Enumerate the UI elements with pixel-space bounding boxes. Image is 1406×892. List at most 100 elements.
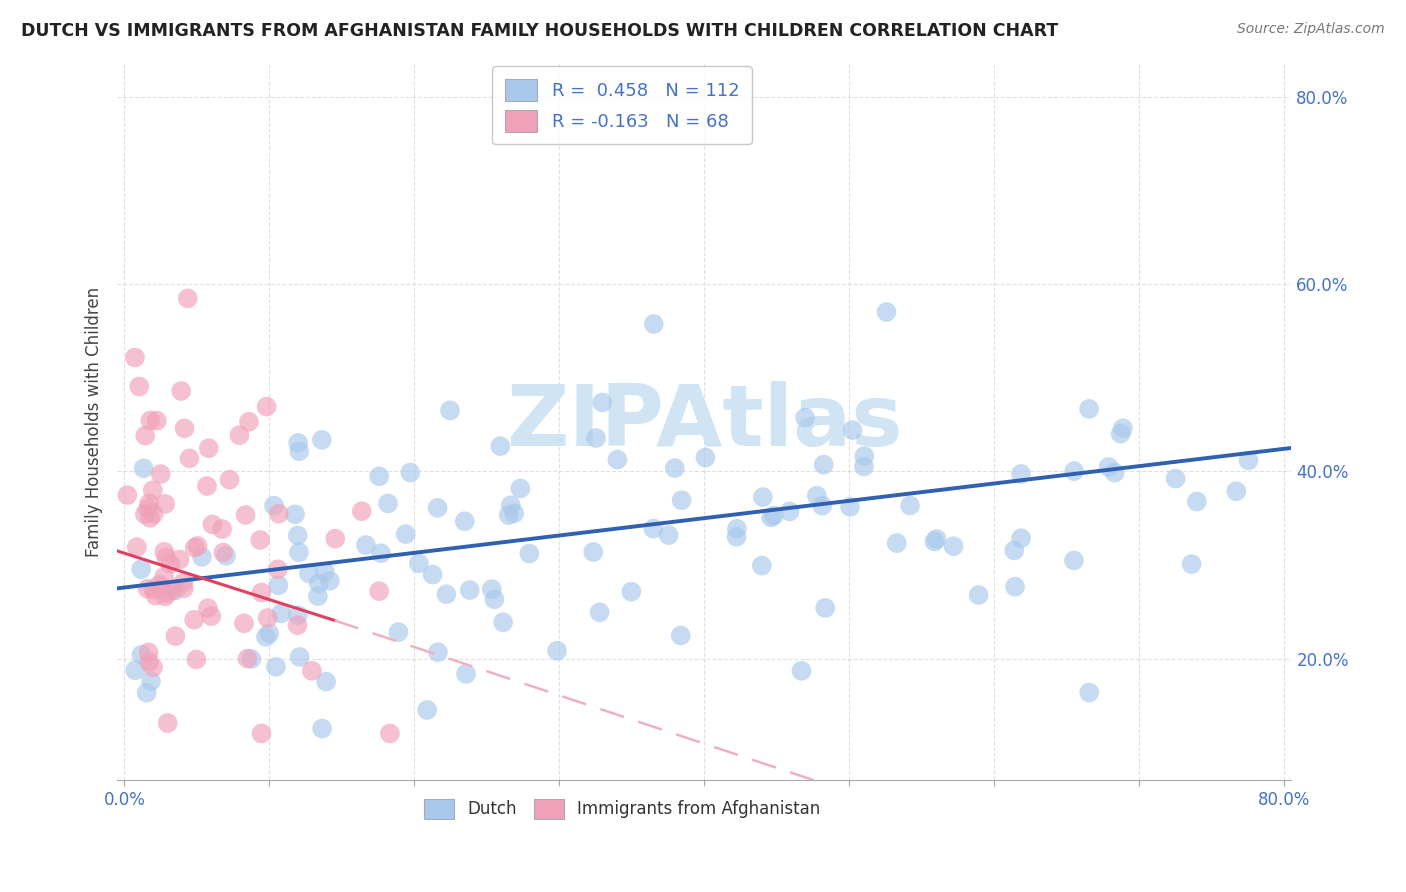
- Point: [124, 663, 146, 677]
- Point: [287, 436, 309, 450]
- Point: [1078, 401, 1101, 416]
- Point: [267, 562, 290, 576]
- Point: [308, 576, 330, 591]
- Point: [250, 585, 273, 599]
- Point: [481, 582, 503, 596]
- Legend: Dutch, Immigrants from Afghanistan: Dutch, Immigrants from Afghanistan: [418, 792, 827, 826]
- Point: [323, 532, 346, 546]
- Point: [658, 528, 681, 542]
- Point: [142, 507, 165, 521]
- Point: [806, 489, 828, 503]
- Point: [191, 549, 214, 564]
- Point: [284, 508, 307, 522]
- Point: [132, 461, 155, 475]
- Point: [153, 545, 176, 559]
- Point: [264, 660, 287, 674]
- Point: [1002, 543, 1025, 558]
- Point: [669, 628, 692, 642]
- Point: [354, 538, 377, 552]
- Point: [267, 578, 290, 592]
- Point: [149, 467, 172, 481]
- Point: [153, 497, 176, 511]
- Point: [314, 565, 336, 579]
- Point: [215, 549, 238, 563]
- Point: [759, 510, 782, 524]
- Point: [249, 533, 271, 547]
- Point: [458, 582, 481, 597]
- Point: [256, 400, 278, 414]
- Point: [250, 726, 273, 740]
- Point: [138, 655, 160, 669]
- Point: [195, 479, 218, 493]
- Point: [125, 540, 148, 554]
- Point: [169, 552, 191, 566]
- Point: [173, 581, 195, 595]
- Point: [233, 616, 256, 631]
- Point: [378, 726, 401, 740]
- Point: [186, 652, 208, 666]
- Point: [1104, 466, 1126, 480]
- Point: [811, 499, 834, 513]
- Point: [235, 508, 257, 522]
- Point: [301, 664, 323, 678]
- Point: [588, 605, 610, 619]
- Point: [211, 522, 233, 536]
- Point: [288, 650, 311, 665]
- Point: [307, 589, 329, 603]
- Point: [263, 499, 285, 513]
- Point: [484, 592, 506, 607]
- Point: [517, 547, 540, 561]
- Point: [898, 499, 921, 513]
- Point: [159, 557, 181, 571]
- Point: [779, 504, 801, 518]
- Point: [138, 645, 160, 659]
- Point: [148, 577, 170, 591]
- Point: [498, 508, 520, 522]
- Point: [368, 584, 391, 599]
- Point: [153, 590, 176, 604]
- Point: [942, 539, 965, 553]
- Point: [1237, 453, 1260, 467]
- Point: [254, 630, 277, 644]
- Point: [643, 317, 665, 331]
- Point: [165, 583, 187, 598]
- Point: [422, 567, 444, 582]
- Point: [426, 645, 449, 659]
- Point: [145, 589, 167, 603]
- Point: [1185, 494, 1208, 508]
- Point: [162, 583, 184, 598]
- Point: [183, 613, 205, 627]
- Point: [1078, 685, 1101, 699]
- Point: [236, 651, 259, 665]
- Point: [434, 587, 457, 601]
- Point: [839, 500, 862, 514]
- Point: [218, 473, 240, 487]
- Point: [228, 428, 250, 442]
- Point: [135, 686, 157, 700]
- Point: [387, 625, 409, 640]
- Point: [370, 546, 392, 560]
- Point: [790, 664, 813, 678]
- Point: [124, 351, 146, 365]
- Point: [751, 558, 773, 573]
- Point: [134, 428, 156, 442]
- Text: ZIPAtlas: ZIPAtlas: [506, 381, 903, 464]
- Point: [1109, 426, 1132, 441]
- Point: [197, 601, 219, 615]
- Point: [489, 439, 512, 453]
- Point: [287, 528, 309, 542]
- Point: [1164, 471, 1187, 485]
- Point: [813, 458, 835, 472]
- Point: [136, 501, 159, 516]
- Point: [165, 629, 187, 643]
- Point: [200, 609, 222, 624]
- Point: [145, 414, 167, 428]
- Point: [876, 305, 898, 319]
- Point: [439, 403, 461, 417]
- Point: [643, 522, 665, 536]
- Point: [395, 527, 418, 541]
- Point: [408, 557, 430, 571]
- Point: [1010, 531, 1032, 545]
- Point: [620, 584, 643, 599]
- Point: [925, 532, 948, 546]
